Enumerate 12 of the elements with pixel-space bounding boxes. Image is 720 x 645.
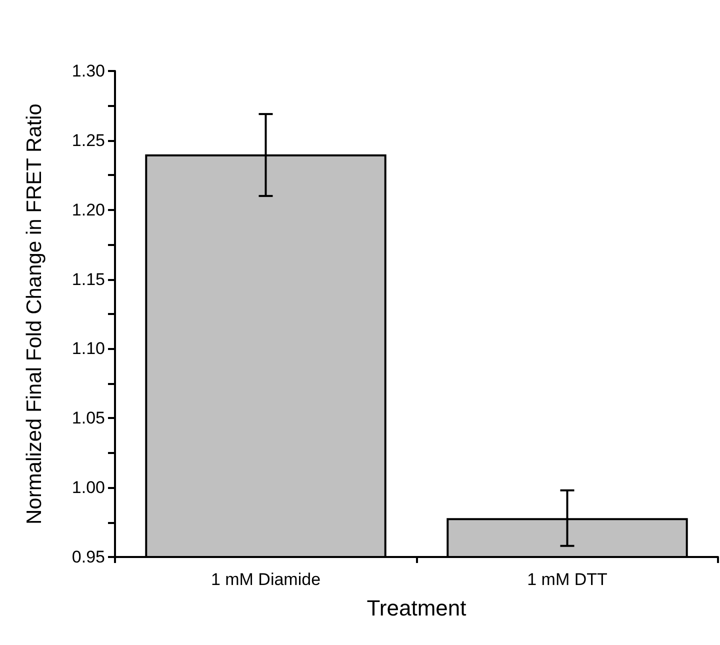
y-tick-label: 0.95 — [72, 548, 105, 566]
y-axis-title: Normalized Final Fold Change in FRET Ratio — [23, 104, 46, 524]
y-tick-label: 1.15 — [72, 270, 105, 289]
x-tick-label: 1 mM Diamide — [210, 570, 321, 589]
y-tick-label: 1.25 — [72, 130, 105, 150]
y-tick-label: 1.20 — [72, 200, 105, 220]
y-tick-label: 1.30 — [72, 62, 105, 80]
y-tick-label: 1.10 — [72, 339, 105, 358]
x-axis-title: Treatment — [366, 596, 466, 620]
y-tick-label: 1.00 — [72, 478, 105, 498]
x-tick-label: 1 mM DTT — [527, 570, 608, 589]
y-tick-label: 1.05 — [72, 408, 105, 428]
